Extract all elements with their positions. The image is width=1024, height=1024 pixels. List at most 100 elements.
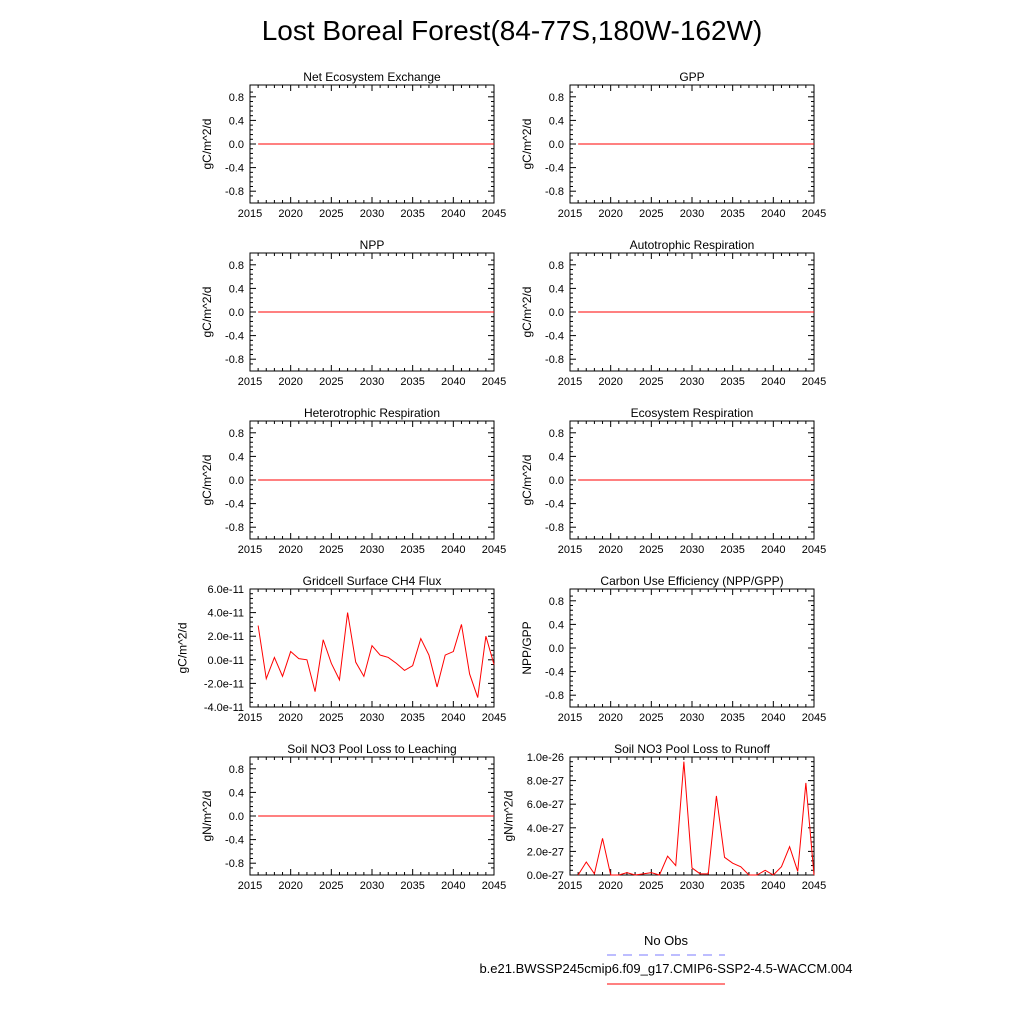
plot-frame [569, 588, 815, 708]
y-tick-label: 0.4 [549, 283, 564, 295]
x-tick-label: 2025 [319, 208, 343, 220]
y-tick-label: 0.4 [549, 115, 564, 127]
y-tick-label: 4.0e-11 [208, 608, 245, 620]
y-tick-label: 0.8 [229, 764, 244, 776]
y-tick-label: -0.8 [225, 354, 244, 366]
x-tick-label: 2035 [720, 376, 744, 388]
y-axis-label: gC/m^2/d [520, 287, 534, 338]
x-tick-label: 2040 [441, 544, 465, 556]
y-tick-label: 0.8 [549, 428, 564, 440]
y-tick-label: 4.0e-27 [527, 823, 564, 835]
x-tick-label: 2045 [482, 544, 506, 556]
chart-panel-6: Ecosystem Respiration 2015 2020 2025 2030 203… [520, 406, 826, 556]
panel-title: Autotrophic Respiration [630, 238, 755, 252]
y-tick-label: 0.8 [549, 260, 564, 272]
x-tick-label: 2040 [441, 712, 465, 724]
x-tick-label: 2015 [238, 376, 262, 388]
y-tick-label: 2.0e-11 [208, 631, 245, 643]
panel-title: Ecosystem Respiration [631, 406, 754, 420]
y-tick-label: -0.8 [225, 522, 244, 534]
y-axis-label: gC/m^2/d [175, 623, 189, 674]
y-tick-label: 0.4 [229, 115, 244, 127]
y-tick-label: 1.0e-26 [527, 752, 564, 764]
y-tick-label: 0.4 [549, 451, 564, 463]
panel-title: Heterotrophic Respiration [304, 406, 440, 420]
x-tick-label: 2035 [720, 880, 744, 892]
y-tick-label: 0.0 [229, 811, 244, 823]
y-tick-label: -0.4 [545, 163, 564, 175]
x-tick-label: 2020 [598, 880, 622, 892]
y-tick-label: -0.8 [225, 186, 244, 198]
panel-title: Carbon Use Efficiency (NPP/GPP) [600, 574, 783, 588]
x-tick-label: 2020 [278, 880, 302, 892]
x-tick-label: 2030 [680, 880, 704, 892]
panel-title: Soil NO3 Pool Loss to Leaching [287, 742, 456, 756]
y-tick-label: -2.0e-11 [204, 678, 244, 690]
y-tick-label: -0.4 [225, 331, 244, 343]
x-tick-label: 2045 [802, 208, 826, 220]
y-tick-label: 0.4 [549, 619, 564, 631]
y-tick-label: -0.8 [545, 522, 564, 534]
x-tick-label: 2045 [802, 544, 826, 556]
x-tick-label: 2035 [400, 880, 424, 892]
x-tick-label: 2025 [319, 880, 343, 892]
x-tick-label: 2025 [639, 880, 663, 892]
x-tick-label: 2020 [278, 544, 302, 556]
chart-panel-3: NPP 2015 2020 2025 2030 2035 2040 2045 -0.8 -0.4 0… [200, 238, 506, 388]
x-tick-label: 2030 [680, 376, 704, 388]
y-tick-label: 0.8 [549, 596, 564, 608]
x-tick-label: 2035 [400, 712, 424, 724]
y-tick-label: 0.0 [549, 307, 564, 319]
y-tick-label: 6.0e-11 [208, 584, 245, 596]
y-tick-label: -0.4 [545, 499, 564, 511]
x-tick-label: 2030 [680, 712, 704, 724]
x-tick-label: 2020 [278, 376, 302, 388]
series-line [577, 761, 815, 876]
y-tick-label: -0.4 [545, 667, 564, 679]
y-tick-label: 0.0e-11 [208, 655, 245, 667]
y-tick-label: 0.8 [229, 260, 244, 272]
x-tick-label: 2040 [761, 712, 785, 724]
y-tick-label: 2.0e-27 [527, 846, 564, 858]
chart-panel-5: Heterotrophic Respiration 2015 2020 2025 203… [200, 406, 506, 556]
y-axis-label: gC/m^2/d [200, 287, 214, 338]
y-tick-label: -0.4 [225, 163, 244, 175]
y-axis-label: gN/m^2/d [200, 791, 214, 842]
x-tick-label: 2035 [720, 544, 744, 556]
y-axis-label: gC/m^2/d [520, 119, 534, 170]
x-tick-label: 2040 [761, 208, 785, 220]
x-tick-label: 2040 [441, 880, 465, 892]
x-tick-label: 2030 [680, 208, 704, 220]
x-tick-label: 2045 [802, 712, 826, 724]
x-tick-label: 2045 [482, 712, 506, 724]
y-tick-label: 0.8 [229, 428, 244, 440]
chart-panel-7: Gridcell Surface CH4 Flux 2015 2020 2025 203… [175, 574, 506, 724]
x-tick-label: 2035 [720, 712, 744, 724]
x-tick-label: 2045 [802, 376, 826, 388]
legend-label-obs: No Obs [644, 933, 689, 948]
chart-panel-2: GPP 2015 2020 2025 2030 2035 2040 2045 -0.8 -0.4 0… [520, 70, 826, 220]
y-axis-label: gC/m^2/d [200, 455, 214, 506]
x-tick-label: 2020 [598, 208, 622, 220]
figure-title: Lost Boreal Forest(84-77S,180W-162W) [262, 15, 763, 46]
x-tick-label: 2015 [558, 208, 582, 220]
y-tick-label: -0.8 [545, 354, 564, 366]
x-tick-label: 2040 [761, 880, 785, 892]
x-tick-label: 2030 [360, 208, 384, 220]
x-tick-label: 2025 [319, 376, 343, 388]
y-tick-label: -0.8 [545, 186, 564, 198]
panels: Net Ecosystem Exchange 2015 2020 2025 2030 20… [175, 70, 826, 892]
x-tick-label: 2035 [400, 208, 424, 220]
x-tick-label: 2040 [761, 544, 785, 556]
x-tick-label: 2025 [639, 712, 663, 724]
x-tick-label: 2020 [598, 544, 622, 556]
legend-label-model: b.e21.BWSSP245cmip6.f09_g17.CMIP6-SSP2-4… [479, 961, 852, 976]
y-tick-label: 0.0 [229, 475, 244, 487]
panel-title: NPP [360, 238, 385, 252]
chart-panel-1: Net Ecosystem Exchange 2015 2020 2025 2030 20… [200, 70, 506, 220]
x-tick-label: 2035 [720, 208, 744, 220]
y-tick-label: -0.4 [225, 835, 244, 847]
x-tick-label: 2030 [680, 544, 704, 556]
x-tick-label: 2015 [238, 208, 262, 220]
x-tick-label: 2020 [278, 712, 302, 724]
